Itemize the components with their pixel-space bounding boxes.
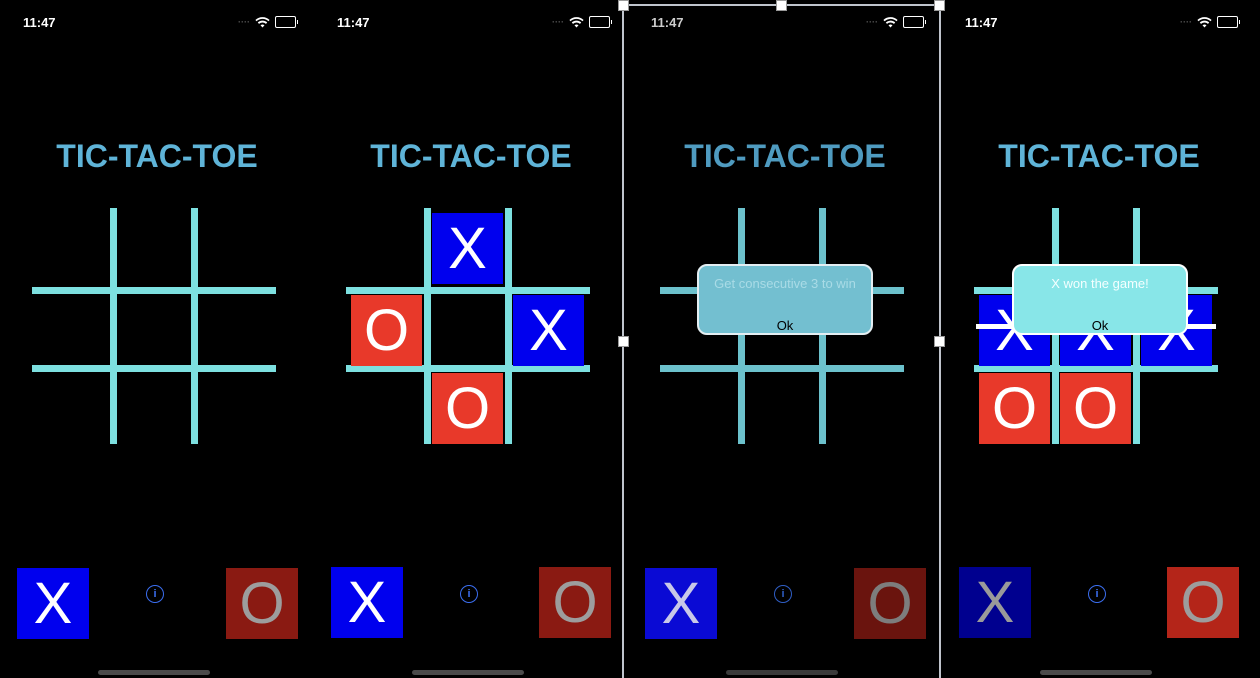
board-cell[interactable] — [117, 372, 188, 443]
board-cell-o[interactable]: O — [979, 373, 1050, 444]
alert-ok-button[interactable]: Ok — [776, 318, 794, 333]
resize-handle[interactable] — [934, 336, 945, 347]
game-title: TIC-TAC-TOE — [56, 138, 258, 174]
home-indicator[interactable] — [412, 670, 524, 675]
board-cell[interactable] — [350, 372, 421, 443]
status-time: 11:47 — [965, 15, 998, 30]
grid-line — [505, 208, 512, 444]
info-icon[interactable]: i — [1088, 585, 1106, 603]
alert-ok-button[interactable]: Ok — [1091, 318, 1109, 333]
instructions-alert: Get consecutive 3 to win Ok — [697, 264, 873, 335]
grid-line — [110, 208, 117, 444]
battery-icon — [903, 16, 926, 28]
grid-line — [32, 287, 276, 294]
grid-line — [424, 208, 431, 444]
board-cell[interactable] — [198, 372, 269, 443]
board-cell[interactable] — [826, 372, 897, 443]
screen-3-instructions-alert: 11:47 ···· TIC-TAC-TOE Get consecutive 3… — [628, 0, 942, 678]
board-cell[interactable] — [664, 372, 735, 443]
resize-handle[interactable] — [934, 0, 945, 11]
wifi-icon — [255, 16, 270, 27]
game-title: TIC-TAC-TOE — [998, 138, 1200, 174]
resize-handle[interactable] — [618, 0, 629, 11]
wifi-icon — [1197, 16, 1212, 27]
status-time: 11:47 — [23, 15, 56, 30]
player-x-button[interactable]: X — [331, 567, 403, 638]
board-cell[interactable] — [1140, 372, 1211, 443]
game-title: TIC-TAC-TOE — [370, 138, 572, 174]
grid-line — [974, 365, 1218, 372]
grid-line — [346, 365, 590, 372]
cellular-dots-icon: ···· — [552, 17, 564, 27]
grid-line — [346, 287, 590, 294]
board-cell[interactable] — [198, 294, 269, 365]
alert-message: X won the game! — [1051, 276, 1149, 291]
screen-1-start: 11:47 ···· TIC-TAC-TOE X i O — [0, 0, 314, 678]
home-indicator[interactable] — [1040, 670, 1152, 675]
board-cell[interactable] — [36, 212, 107, 283]
board-cell[interactable] — [350, 212, 421, 283]
battery-icon — [589, 16, 612, 28]
board-cell[interactable] — [36, 372, 107, 443]
board-cell[interactable] — [512, 372, 583, 443]
grid-line — [660, 365, 904, 372]
board-cell-o[interactable]: O — [1060, 373, 1131, 444]
battery-icon — [1217, 16, 1240, 28]
player-x-button[interactable]: X — [959, 567, 1031, 638]
info-icon[interactable]: i — [460, 585, 478, 603]
player-o-button[interactable]: O — [539, 567, 611, 638]
board-cell[interactable] — [117, 212, 188, 283]
info-icon[interactable]: i — [774, 585, 792, 603]
cellular-dots-icon: ···· — [238, 17, 250, 27]
game-title: TIC-TAC-TOE — [684, 138, 886, 174]
alert-message: Get consecutive 3 to win — [714, 276, 856, 291]
wifi-icon — [883, 16, 898, 27]
home-indicator[interactable] — [726, 670, 838, 675]
board-cell[interactable] — [117, 294, 188, 365]
status-time: 11:47 — [337, 15, 370, 30]
resize-handle[interactable] — [776, 0, 787, 11]
player-o-button[interactable]: O — [1167, 567, 1239, 638]
screen-2-in-progress: 11:47 ···· TIC-TAC-TOE X O X O X i O — [314, 0, 628, 678]
win-alert: X won the game! Ok — [1012, 264, 1188, 335]
status-time: 11:47 — [651, 15, 684, 30]
grid-line — [191, 208, 198, 444]
board-cell[interactable] — [198, 212, 269, 283]
home-indicator[interactable] — [98, 670, 210, 675]
status-bar: 11:47 ···· — [314, 15, 628, 33]
screen-4-win-alert: 11:47 ···· TIC-TAC-TOE X X X O O X won t… — [942, 0, 1260, 678]
player-x-button[interactable]: X — [17, 568, 89, 639]
wifi-icon — [569, 16, 584, 27]
player-x-button[interactable]: X — [645, 568, 717, 639]
board-cell-o[interactable]: O — [432, 373, 503, 444]
board-cell[interactable] — [36, 294, 107, 365]
info-icon[interactable]: i — [146, 585, 164, 603]
board-cell[interactable] — [431, 294, 502, 365]
player-o-button[interactable]: O — [854, 568, 926, 639]
resize-handle[interactable] — [618, 336, 629, 347]
battery-icon — [275, 16, 298, 28]
grid-line — [32, 365, 276, 372]
board-cell-x[interactable]: X — [513, 295, 584, 366]
cellular-dots-icon: ···· — [866, 17, 878, 27]
status-bar: 11:47 ···· — [942, 15, 1260, 33]
board-cell[interactable] — [512, 212, 583, 283]
status-bar: 11:47 ···· — [0, 15, 314, 33]
board-cell[interactable] — [745, 372, 816, 443]
board-cell-x[interactable]: X — [432, 213, 503, 284]
cellular-dots-icon: ···· — [1180, 17, 1192, 27]
player-o-button[interactable]: O — [226, 568, 298, 639]
board-cell-o[interactable]: O — [351, 295, 422, 366]
status-bar: 11:47 ···· — [628, 15, 942, 33]
